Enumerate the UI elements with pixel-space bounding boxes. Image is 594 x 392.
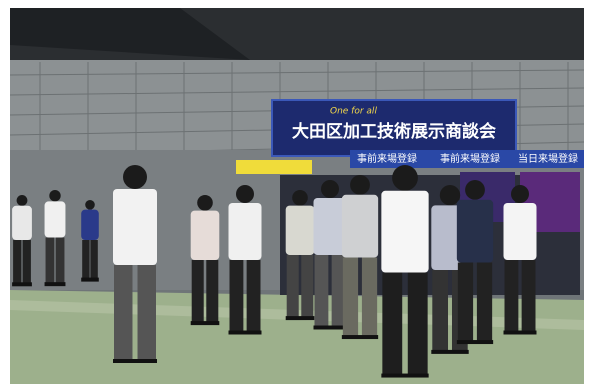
torso (81, 209, 99, 240)
leg (246, 260, 261, 332)
panel-line (9, 87, 585, 96)
leg (13, 240, 22, 284)
leg (331, 255, 346, 327)
shoe (228, 330, 262, 335)
shoe (381, 373, 429, 378)
leg (22, 240, 31, 284)
leg (432, 270, 449, 352)
head (292, 190, 308, 206)
leg (191, 260, 204, 323)
crowd (12, 165, 537, 378)
leg (382, 272, 403, 376)
shoe (285, 316, 315, 321)
head (511, 185, 529, 203)
head (392, 165, 418, 191)
leg (137, 265, 156, 361)
panel-line (9, 69, 585, 76)
head (85, 200, 95, 210)
shoe (113, 359, 157, 363)
leg (55, 237, 65, 284)
leg (90, 240, 98, 279)
banner (272, 100, 516, 156)
torso (313, 198, 347, 255)
torso (285, 205, 315, 255)
shoe (44, 282, 66, 287)
torso (381, 190, 429, 273)
torso (190, 210, 220, 260)
head (49, 190, 61, 202)
shoe (190, 321, 220, 326)
shoe (341, 335, 379, 340)
sign-label: 事前来場登録 (440, 152, 500, 165)
leg (82, 240, 90, 279)
head (321, 180, 339, 198)
head (236, 185, 254, 203)
leg (301, 255, 314, 318)
ceiling-beam (10, 8, 250, 60)
leg (206, 260, 219, 323)
leg (504, 260, 519, 332)
head (123, 165, 147, 189)
head (350, 175, 370, 195)
torso (113, 189, 157, 265)
torso (456, 199, 494, 263)
shoe (503, 330, 537, 335)
shoe (456, 340, 494, 345)
head (197, 195, 213, 211)
banner-title: 大田区加工技術展示商談会 (292, 121, 496, 142)
head (465, 180, 485, 200)
leg (407, 272, 428, 376)
shoe (12, 282, 32, 287)
torso (44, 201, 66, 238)
sign-label: 事前来場登録 (357, 152, 417, 165)
shoe (431, 349, 469, 354)
shoe (81, 277, 99, 282)
sign-label: 当日来場登録 (518, 152, 578, 165)
yellow-sign (236, 160, 312, 174)
torso (12, 205, 32, 240)
banner-tagline: One for all (330, 107, 377, 117)
shoe (313, 325, 347, 330)
leg (476, 262, 493, 342)
leg (342, 257, 359, 337)
leg (45, 237, 55, 284)
leg (114, 265, 133, 361)
leg (286, 255, 299, 318)
leg (314, 255, 329, 327)
leg (521, 260, 536, 332)
head (16, 195, 28, 206)
sign-strip (350, 150, 584, 168)
leg (361, 257, 378, 337)
torso (228, 203, 262, 260)
torso (503, 203, 537, 260)
leg (457, 262, 474, 342)
head (439, 185, 461, 206)
leg (229, 260, 244, 332)
torso (341, 194, 379, 258)
